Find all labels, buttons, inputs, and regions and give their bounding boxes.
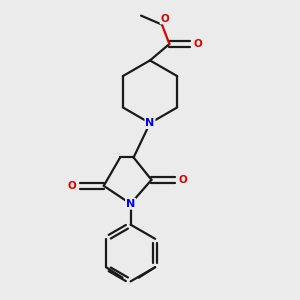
Text: O: O <box>160 14 169 24</box>
Text: O: O <box>178 175 187 185</box>
Text: O: O <box>194 39 202 49</box>
Text: N: N <box>126 199 135 209</box>
Text: N: N <box>146 118 154 128</box>
Text: O: O <box>68 181 77 191</box>
